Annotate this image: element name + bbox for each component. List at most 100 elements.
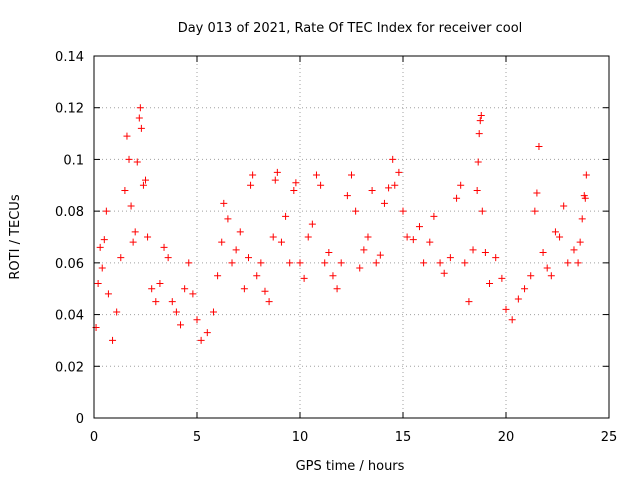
- x-tick-label: 0: [90, 430, 98, 445]
- data-point: [486, 280, 494, 288]
- data-point: [376, 251, 384, 259]
- data-point: [100, 236, 108, 244]
- axis-ticks: [93, 55, 610, 419]
- data-point: [551, 228, 559, 236]
- data-point: [364, 233, 372, 241]
- data-point: [286, 259, 294, 267]
- y-tick-label: 0.08: [55, 205, 84, 220]
- x-tick-label: 15: [395, 430, 412, 445]
- data-point: [129, 238, 137, 246]
- data-point: [131, 228, 139, 236]
- y-tick-label: 0.14: [55, 50, 84, 65]
- data-point: [168, 298, 176, 306]
- data-point: [269, 233, 277, 241]
- data-point: [440, 269, 448, 277]
- data-point: [564, 259, 572, 267]
- data-point: [372, 259, 380, 267]
- data-point: [498, 274, 506, 282]
- x-axis-label: GPS time / hours: [296, 459, 405, 474]
- data-point: [582, 171, 590, 179]
- data-point: [508, 316, 516, 324]
- data-point: [296, 259, 304, 267]
- x-tick-label: 10: [292, 430, 309, 445]
- data-point: [177, 321, 185, 329]
- data-point: [257, 259, 265, 267]
- y-tick-label: 0: [76, 412, 84, 427]
- data-point: [356, 264, 364, 272]
- x-tick-labels: 0 5 10 15 20 25: [90, 430, 617, 445]
- data-point: [142, 176, 149, 184]
- data-point: [181, 285, 189, 293]
- data-point: [164, 254, 172, 262]
- data-point: [220, 199, 228, 207]
- chart-title: Day 013 of 2021, Rate Of TEC Index for r…: [178, 21, 523, 36]
- data-point: [502, 305, 510, 313]
- data-point: [547, 272, 555, 280]
- data-point: [474, 158, 482, 166]
- data-point: [581, 194, 589, 202]
- data-point: [333, 285, 341, 293]
- data-point: [535, 143, 543, 150]
- grid-lines: [94, 56, 609, 418]
- data-point: [125, 155, 133, 163]
- data-point: [113, 308, 121, 316]
- data-point: [415, 223, 423, 231]
- data-point: [224, 215, 232, 223]
- data-point: [240, 285, 248, 293]
- data-point: [156, 280, 164, 288]
- y-tick-label: 0.02: [55, 360, 84, 375]
- data-point: [96, 243, 104, 251]
- data-point: [139, 181, 147, 189]
- data-point: [300, 274, 308, 282]
- data-point: [317, 181, 325, 189]
- data-point: [399, 207, 407, 215]
- data-point: [292, 179, 300, 187]
- data-point: [348, 171, 355, 179]
- data-point: [127, 202, 135, 210]
- data-point: [245, 254, 252, 262]
- data-point: [282, 212, 290, 220]
- data-point: [197, 336, 205, 344]
- data-point: [430, 212, 438, 220]
- data-point: [121, 186, 129, 194]
- data-point: [469, 246, 477, 254]
- data-point: [560, 202, 568, 210]
- data-point: [337, 259, 345, 267]
- data-point: [98, 264, 106, 272]
- data-point: [389, 155, 397, 163]
- y-axis-label: ROTI / TECUs: [8, 194, 23, 279]
- data-point: [249, 171, 257, 179]
- data-point: [209, 308, 217, 316]
- data-point: [148, 285, 156, 293]
- data-point: [368, 186, 376, 194]
- data-point: [475, 130, 483, 138]
- data-point: [236, 228, 244, 236]
- data-point: [343, 192, 351, 200]
- data-point: [556, 233, 564, 241]
- y-tick-label: 0.04: [55, 309, 84, 324]
- data-point: [325, 249, 333, 257]
- x-tick-label: 20: [498, 430, 515, 445]
- data-point: [576, 238, 584, 246]
- data-points: [92, 104, 590, 344]
- data-point: [514, 295, 522, 303]
- data-point: [533, 189, 541, 197]
- data-point: [478, 207, 486, 215]
- data-point: [137, 124, 145, 132]
- y-tick-label: 0.12: [55, 102, 84, 117]
- data-point: [228, 259, 236, 267]
- y-tick-label: 0.1: [63, 153, 84, 168]
- data-point: [135, 114, 143, 122]
- data-point: [409, 236, 417, 244]
- data-point: [308, 220, 316, 228]
- data-point: [420, 259, 428, 267]
- data-point: [185, 259, 193, 267]
- data-point: [133, 158, 141, 166]
- data-point: [104, 290, 112, 298]
- data-point: [527, 272, 535, 280]
- data-point: [476, 117, 484, 125]
- data-point: [457, 181, 465, 189]
- data-point: [477, 111, 485, 119]
- data-point: [277, 238, 285, 246]
- data-point: [144, 233, 152, 241]
